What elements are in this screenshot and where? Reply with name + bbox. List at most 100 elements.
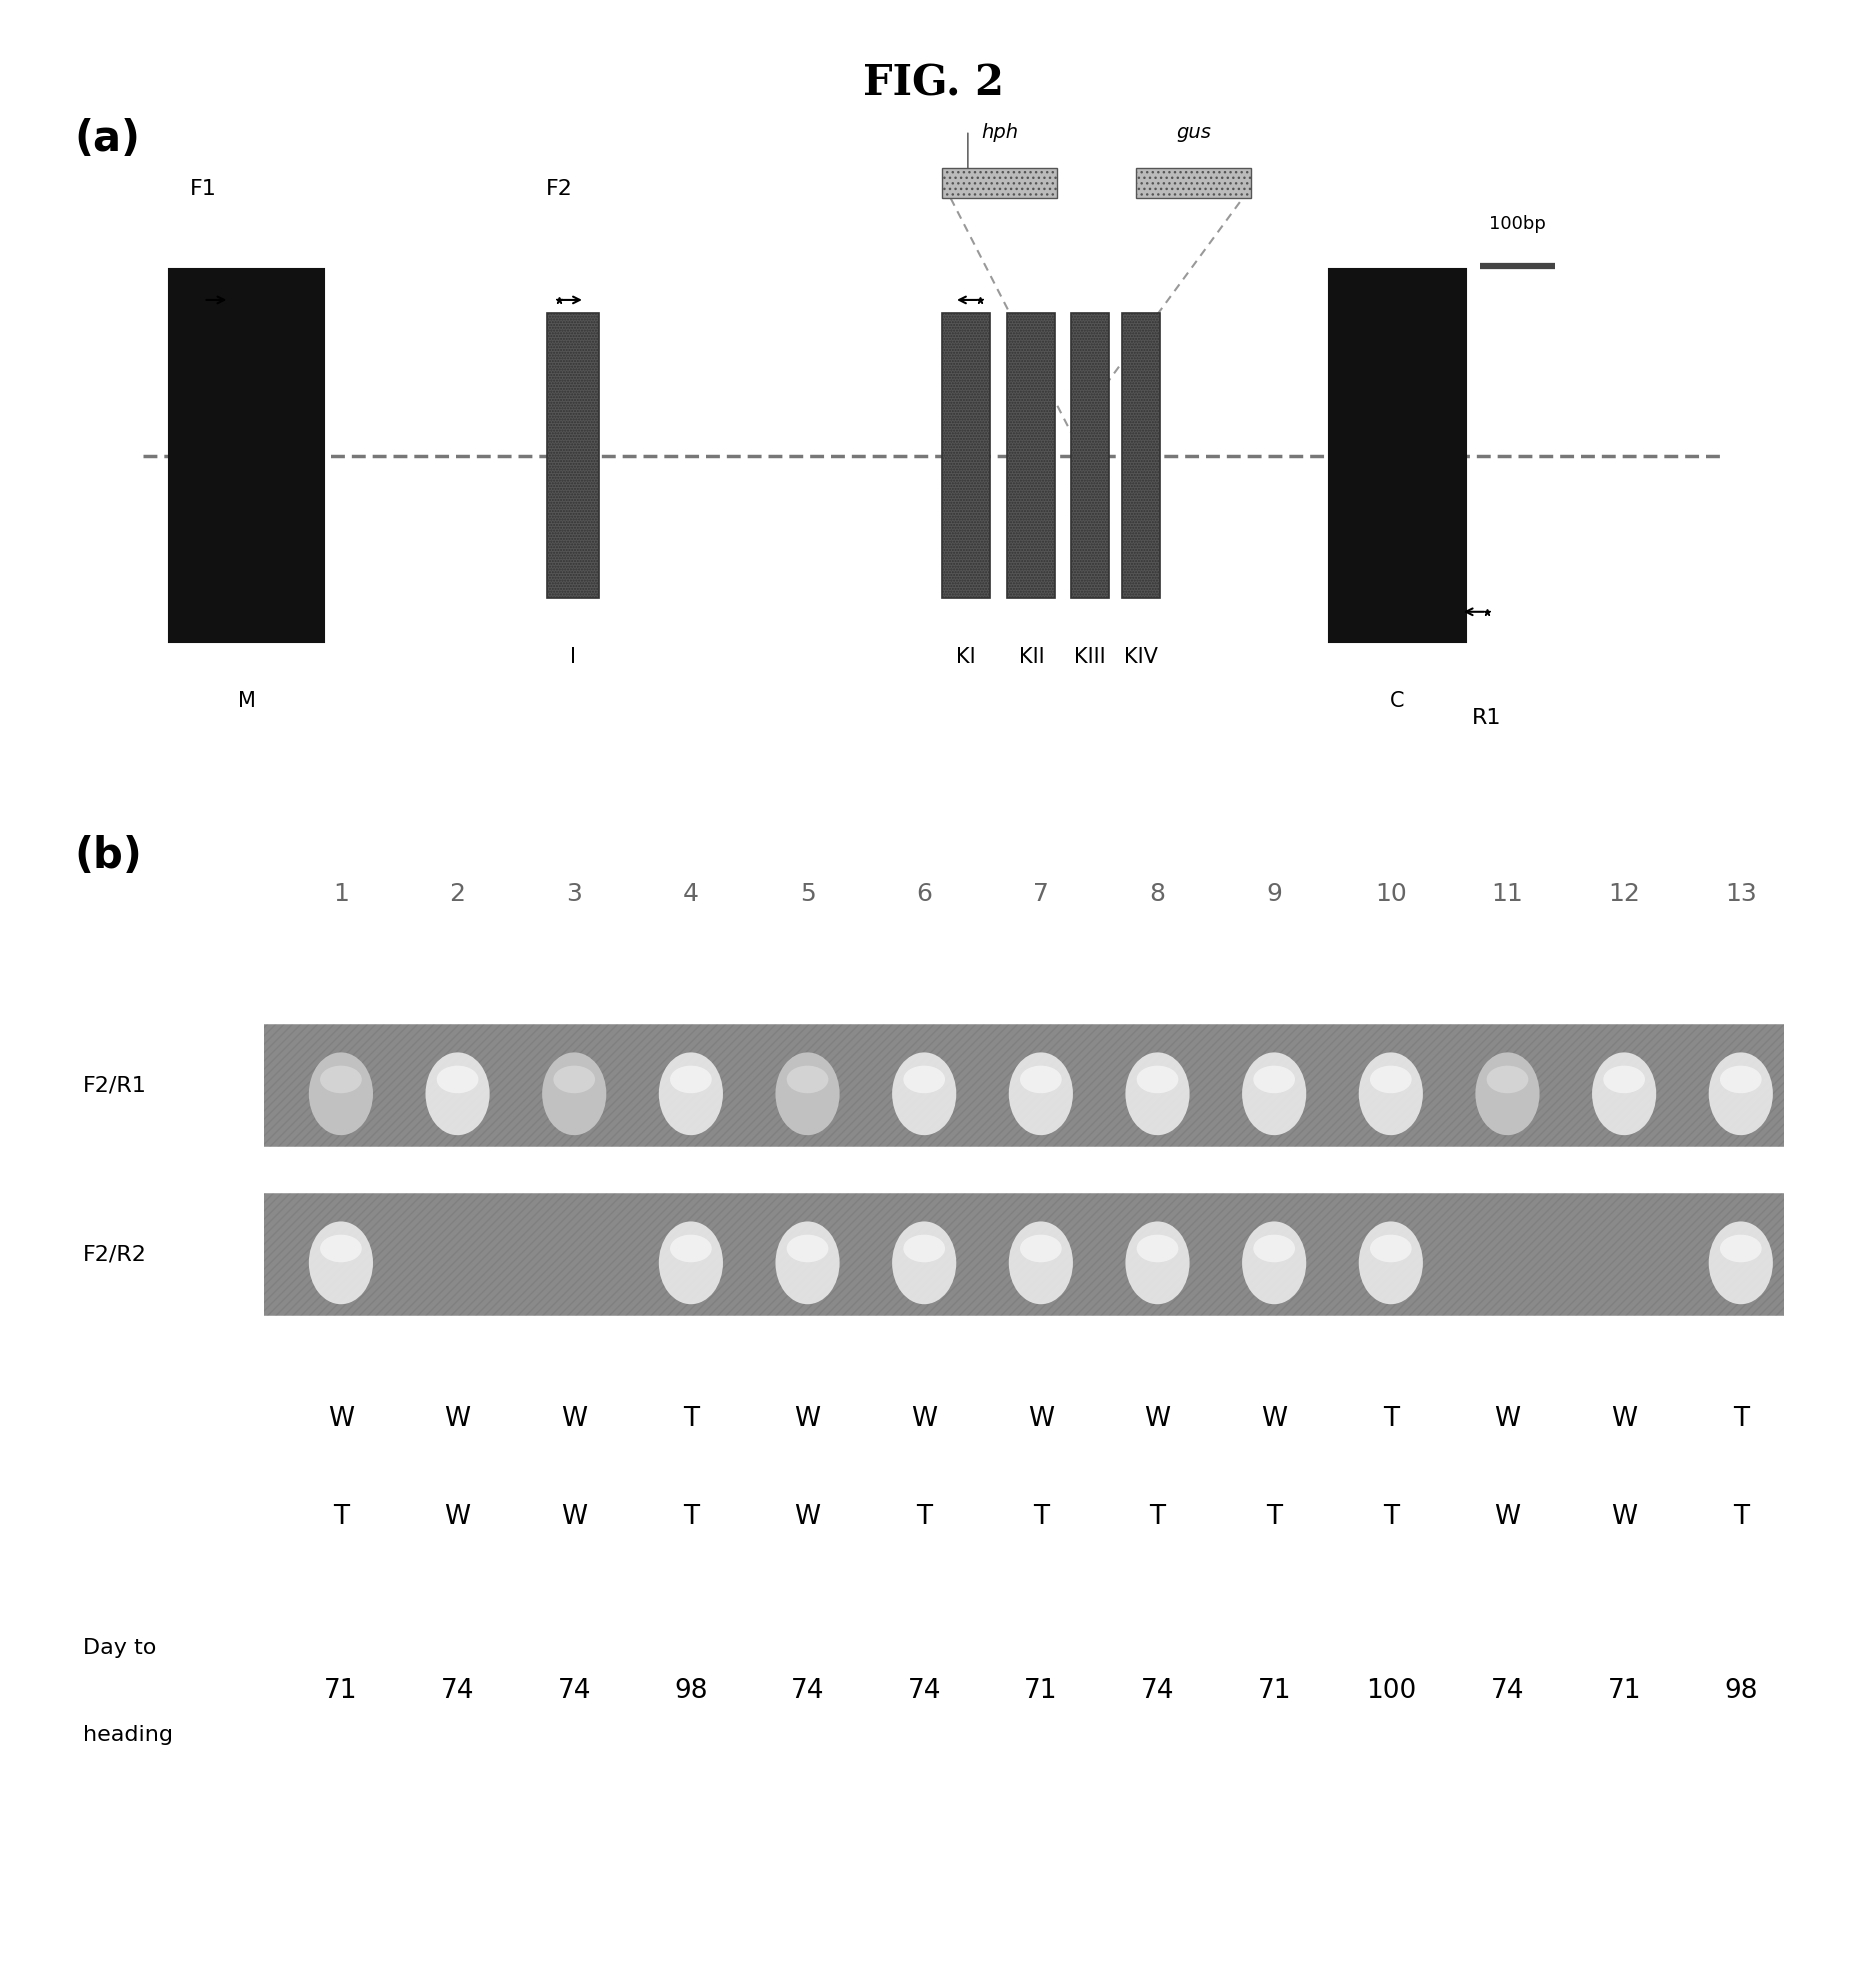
Text: 74: 74 [1490, 1677, 1523, 1703]
Text: T: T [683, 1404, 698, 1432]
Text: T: T [1266, 1502, 1283, 1528]
Text: 2: 2 [450, 882, 465, 905]
Ellipse shape [1720, 1066, 1762, 1094]
Text: R2: R2 [965, 179, 995, 198]
Text: W: W [444, 1404, 470, 1432]
Text: 1: 1 [332, 882, 349, 905]
Ellipse shape [1708, 1053, 1774, 1135]
Text: W: W [795, 1404, 821, 1432]
Text: W: W [911, 1404, 937, 1432]
Text: 71: 71 [325, 1677, 358, 1703]
Bar [1137, 169, 1251, 198]
Ellipse shape [1137, 1066, 1178, 1094]
Text: W: W [562, 1502, 588, 1528]
Text: FIG. 2: FIG. 2 [863, 63, 1004, 104]
Text: F1: F1 [190, 179, 217, 198]
Text: 74: 74 [558, 1677, 592, 1703]
Text: T: T [1150, 1502, 1165, 1528]
Text: (b): (b) [75, 835, 142, 876]
Ellipse shape [1720, 1235, 1762, 1263]
Text: W: W [1494, 1502, 1520, 1528]
Ellipse shape [1253, 1235, 1296, 1263]
Ellipse shape [308, 1222, 373, 1304]
Text: 71: 71 [1025, 1677, 1057, 1703]
Ellipse shape [437, 1066, 478, 1094]
Text: KII: KII [1019, 646, 1044, 666]
Ellipse shape [1019, 1235, 1062, 1263]
Text: KIII: KIII [1074, 646, 1105, 666]
Text: 98: 98 [1723, 1677, 1757, 1703]
Bar [1008, 314, 1055, 599]
Bar [943, 314, 990, 599]
Text: W: W [1029, 1404, 1053, 1432]
Text: T: T [1733, 1404, 1749, 1432]
Ellipse shape [670, 1235, 711, 1263]
Text: W: W [1144, 1404, 1171, 1432]
Bar [1072, 314, 1109, 599]
Ellipse shape [1253, 1066, 1296, 1094]
Ellipse shape [1708, 1222, 1774, 1304]
Ellipse shape [659, 1222, 723, 1304]
Ellipse shape [1486, 1066, 1529, 1094]
Text: F2/R2: F2/R2 [84, 1245, 147, 1265]
Ellipse shape [892, 1222, 956, 1304]
Text: T: T [1383, 1404, 1398, 1432]
Ellipse shape [426, 1053, 489, 1135]
Text: 100: 100 [1365, 1677, 1415, 1703]
Text: 98: 98 [674, 1677, 708, 1703]
Ellipse shape [553, 1066, 596, 1094]
Text: W: W [444, 1502, 470, 1528]
Text: 7: 7 [1032, 882, 1049, 905]
Ellipse shape [904, 1066, 945, 1094]
Ellipse shape [1242, 1053, 1307, 1135]
Text: 71: 71 [1607, 1677, 1641, 1703]
Text: T: T [1383, 1502, 1398, 1528]
Text: 6: 6 [917, 882, 932, 905]
Ellipse shape [541, 1053, 607, 1135]
Ellipse shape [1359, 1053, 1423, 1135]
Ellipse shape [1370, 1235, 1411, 1263]
Text: hph: hph [980, 122, 1018, 141]
Bar [943, 169, 1057, 198]
Text: W: W [1494, 1404, 1520, 1432]
Ellipse shape [775, 1053, 840, 1135]
Text: 74: 74 [792, 1677, 825, 1703]
Text: 100bp: 100bp [1490, 214, 1546, 234]
Text: 74: 74 [441, 1677, 474, 1703]
Text: I: I [569, 646, 575, 666]
Text: W: W [1260, 1404, 1286, 1432]
Bar [263, 1192, 1783, 1318]
Bar [1122, 314, 1159, 599]
Bar [263, 1023, 1783, 1149]
Text: T: T [917, 1502, 932, 1528]
Ellipse shape [904, 1235, 945, 1263]
Text: 71: 71 [1256, 1677, 1290, 1703]
Ellipse shape [1604, 1066, 1645, 1094]
Text: heading: heading [84, 1724, 174, 1744]
Bar [263, 1192, 1783, 1318]
Bar [1329, 271, 1466, 642]
Text: 74: 74 [1141, 1677, 1174, 1703]
Ellipse shape [308, 1053, 373, 1135]
Ellipse shape [1008, 1053, 1074, 1135]
Text: 9: 9 [1266, 882, 1283, 905]
Text: T: T [332, 1502, 349, 1528]
Text: F2/R1: F2/R1 [84, 1076, 147, 1096]
Text: (a): (a) [75, 118, 140, 159]
Text: 10: 10 [1374, 882, 1406, 905]
Text: W: W [329, 1404, 355, 1432]
Ellipse shape [1475, 1053, 1540, 1135]
Text: 3: 3 [566, 882, 583, 905]
Ellipse shape [775, 1222, 840, 1304]
Ellipse shape [786, 1066, 829, 1094]
Ellipse shape [1359, 1222, 1423, 1304]
Ellipse shape [1126, 1222, 1189, 1304]
Text: W: W [1611, 1404, 1637, 1432]
Text: W: W [795, 1502, 821, 1528]
Text: R1: R1 [1471, 707, 1501, 727]
Bar [263, 1023, 1783, 1149]
Text: W: W [1611, 1502, 1637, 1528]
Text: C: C [1391, 691, 1404, 711]
Text: F2: F2 [545, 179, 573, 198]
Ellipse shape [1137, 1235, 1178, 1263]
